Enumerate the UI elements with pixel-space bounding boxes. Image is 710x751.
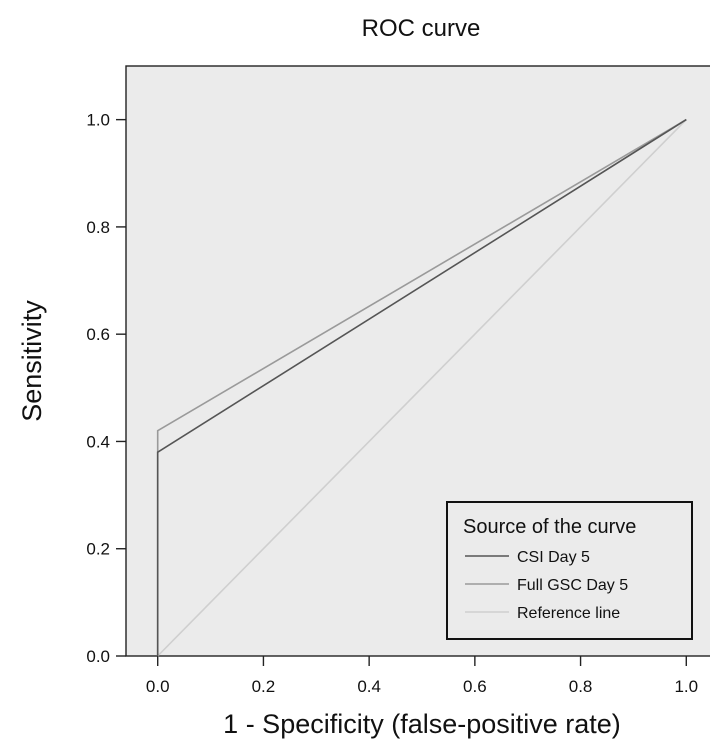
y-tick-label: 0.8	[86, 218, 110, 237]
y-tick-label: 0.6	[86, 325, 110, 344]
y-tick-label: 0.4	[86, 432, 110, 451]
x-tick-label: 1.0	[674, 677, 698, 696]
x-axis: 0.0 0.2 0.4 0.6 0.8 1.0	[146, 656, 698, 696]
y-tick-label: 1.0	[86, 111, 110, 130]
x-tick-label: 0.6	[463, 677, 487, 696]
x-tick-label: 0.0	[146, 677, 170, 696]
series-line-csi-day-5	[156, 118, 687, 656]
legend: Source of the curve CSI Day 5 Full GSC Da…	[446, 501, 693, 640]
legend-title: Source of the curve	[463, 516, 636, 538]
y-axis: 0.0 0.2 0.4 0.6 0.8 1.0	[86, 111, 126, 666]
series-line-reference-line	[157, 119, 687, 657]
series-layer	[156, 118, 687, 657]
chart-title: ROC curve	[362, 15, 481, 42]
y-tick-label: 0.0	[86, 647, 110, 666]
legend-item-label: Reference line	[517, 605, 620, 622]
x-tick-label: 0.2	[252, 677, 276, 696]
legend-item-label: Full GSC Day 5	[517, 577, 628, 594]
legend-item-label: CSI Day 5	[517, 549, 590, 566]
legend-box	[446, 501, 693, 640]
x-axis-label: 1 - Specificity (false-positive rate)	[223, 709, 621, 739]
y-axis-label: Sensitivity	[17, 300, 47, 422]
y-tick-label: 0.2	[86, 540, 110, 559]
x-tick-label: 0.8	[569, 677, 593, 696]
x-tick-label: 0.4	[357, 677, 381, 696]
